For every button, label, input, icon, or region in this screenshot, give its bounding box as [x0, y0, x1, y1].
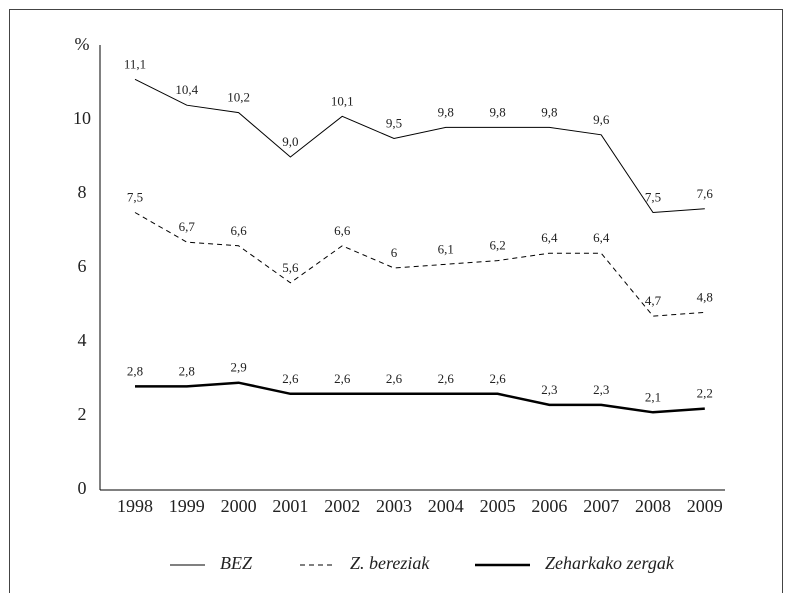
- x-tick-label: 2001: [272, 496, 308, 516]
- legend-label: Zeharkako zergak: [545, 553, 675, 573]
- value-label: 2,9: [230, 360, 246, 375]
- series-line: [135, 381, 705, 414]
- value-label: 9,0: [282, 134, 298, 149]
- value-label: 6,2: [489, 238, 505, 253]
- x-tick-label: 2009: [687, 496, 723, 516]
- value-label: 9,8: [541, 104, 557, 119]
- frame: [9, 9, 783, 593]
- x-tick-label: 2003: [376, 496, 412, 516]
- y-tick-label: 6: [78, 256, 87, 276]
- value-label: 2,6: [438, 371, 455, 386]
- value-label: 6,4: [541, 230, 558, 245]
- value-label: 6,7: [179, 219, 196, 234]
- y-tick-label: 10: [73, 108, 91, 128]
- y-tick-label: 0: [78, 478, 87, 498]
- x-tick-label: 2002: [324, 496, 360, 516]
- value-label: 2,2: [697, 386, 713, 401]
- series-line: [134, 212, 705, 317]
- value-label: 2,8: [179, 363, 195, 378]
- value-label: 2,8: [127, 363, 143, 378]
- x-tick-label: 2007: [583, 496, 619, 516]
- value-label: 6,6: [230, 223, 247, 238]
- value-label: 2,6: [489, 371, 506, 386]
- value-label: 7,5: [127, 189, 143, 204]
- x-tick-label: 2006: [531, 496, 567, 516]
- value-label: 9,8: [489, 104, 505, 119]
- x-tick-label: 2005: [480, 496, 516, 516]
- value-label: 2,6: [386, 371, 403, 386]
- y-tick-label: 4: [78, 330, 87, 350]
- value-label: 10,4: [175, 82, 198, 97]
- value-label: 2,3: [541, 382, 557, 397]
- y-tick-label: 8: [78, 182, 87, 202]
- value-label: 6,4: [593, 230, 610, 245]
- series-line: [134, 78, 705, 214]
- value-label: 2,1: [645, 389, 661, 404]
- x-tick-label: 2004: [428, 496, 464, 516]
- value-label: 9,8: [438, 104, 454, 119]
- y-axis-label: %: [75, 34, 90, 54]
- x-tick-label: 1999: [169, 496, 205, 516]
- value-label: 4,8: [697, 289, 713, 304]
- value-label: 9,6: [593, 112, 610, 127]
- value-label: 10,1: [331, 93, 354, 108]
- value-label: 2,6: [282, 371, 299, 386]
- value-label: 6: [391, 245, 398, 260]
- value-label: 6,1: [438, 241, 454, 256]
- x-tick-label: 1998: [117, 496, 153, 516]
- value-label: 6,6: [334, 223, 351, 238]
- legend-label: Z. bereziak: [350, 553, 430, 573]
- value-label: 7,5: [645, 189, 661, 204]
- value-label: 2,3: [593, 382, 609, 397]
- value-label: 10,2: [227, 90, 250, 105]
- value-label: 5,6: [282, 260, 299, 275]
- value-label: 11,1: [124, 56, 146, 71]
- value-label: 9,5: [386, 115, 402, 130]
- x-tick-label: 2000: [221, 496, 257, 516]
- value-label: 4,7: [645, 293, 662, 308]
- y-tick-label: 2: [78, 404, 87, 424]
- value-label: 2,6: [334, 371, 351, 386]
- x-tick-label: 2008: [635, 496, 671, 516]
- value-label: 7,6: [697, 186, 714, 201]
- legend-label: BEZ: [220, 553, 253, 573]
